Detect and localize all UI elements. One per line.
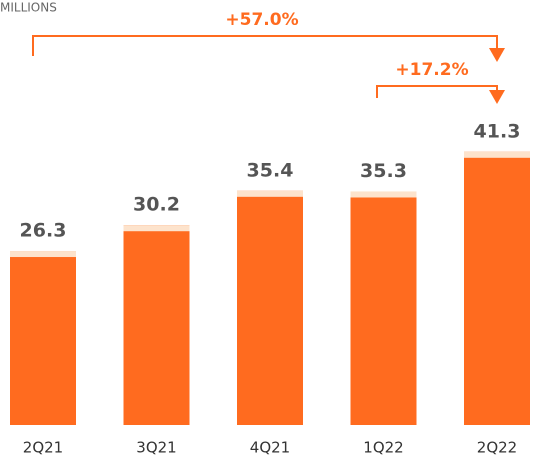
x-tick-label: 4Q21	[250, 439, 290, 457]
value-label: 35.3	[360, 160, 407, 182]
value-label: 35.4	[247, 159, 294, 181]
x-tick-label: 3Q21	[136, 439, 176, 457]
bracket	[376, 85, 498, 98]
bar	[123, 225, 190, 425]
bar-cap	[237, 190, 303, 197]
bar	[464, 151, 530, 425]
annotation: +57.0%	[225, 10, 298, 30]
x-tick-label: 2Q22	[477, 439, 517, 457]
x-tick-label: 1Q22	[363, 439, 403, 457]
arrow-head	[489, 48, 505, 62]
bar-cap	[10, 251, 76, 258]
unit-label: MILLIONS	[0, 1, 57, 15]
arrow-head	[489, 90, 505, 104]
annotation: +17.2%	[395, 60, 468, 80]
value-label: 41.3	[474, 120, 521, 142]
bar	[350, 191, 417, 425]
bar-cap	[123, 225, 190, 232]
x-tick-label: 2Q21	[23, 439, 63, 457]
bar-cap	[350, 191, 417, 198]
bar	[237, 190, 303, 425]
bar-cap	[464, 151, 530, 158]
value-label: 30.2	[133, 194, 180, 216]
bracket	[32, 35, 498, 56]
bar	[10, 251, 76, 425]
value-label: 26.3	[20, 220, 67, 242]
